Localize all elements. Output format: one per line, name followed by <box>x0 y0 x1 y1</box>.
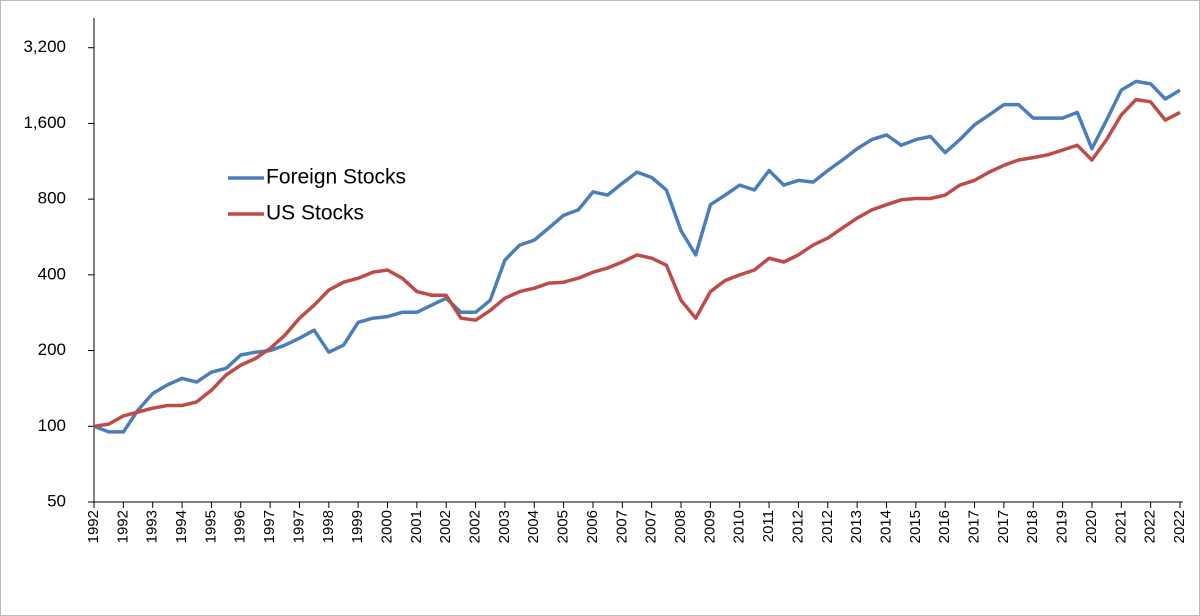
legend-label: Foreign Stocks <box>266 166 406 189</box>
x-tick-label: 2008 <box>672 510 689 543</box>
x-tick-label: 2019 <box>1054 510 1071 543</box>
x-tick-label: 1992 <box>85 510 102 543</box>
series-line <box>93 97 1181 429</box>
x-tick-label: 2006 <box>584 510 601 543</box>
x-tick-label: 2000 <box>378 510 395 543</box>
x-tick-label: 1994 <box>173 510 190 543</box>
y-tick-label: 200 <box>38 340 66 359</box>
x-tick-label: 2022 <box>1171 510 1188 543</box>
x-tick-label: 2003 <box>496 510 513 543</box>
x-tick-label: 2012 <box>789 510 806 543</box>
x-tick-label: 2011 <box>760 510 777 542</box>
y-tick-label: 100 <box>38 416 66 435</box>
x-tick-label: 2017 <box>966 510 983 543</box>
x-tick-label: 2013 <box>848 510 865 543</box>
y-tick-label: 800 <box>38 189 66 208</box>
x-tick-label: 2001 <box>408 510 425 543</box>
x-tick-label: 2007 <box>643 510 660 543</box>
x-tick-label: 2005 <box>555 510 572 543</box>
x-tick-label: 2010 <box>731 510 748 543</box>
x-tick-label: 2007 <box>613 510 630 543</box>
x-tick-label: 1996 <box>232 510 249 543</box>
x-tick-label: 2012 <box>819 510 836 543</box>
series-line <box>93 79 1181 434</box>
x-tick-label: 2017 <box>995 510 1012 543</box>
x-tick-label: 1993 <box>144 510 161 543</box>
x-tick-label: 2021 <box>1112 510 1129 543</box>
legend-label: US Stocks <box>266 202 364 225</box>
x-tick-label: 1995 <box>202 510 219 543</box>
x-tick-label: 2009 <box>701 510 718 543</box>
x-tick-label: 2002 <box>437 510 454 543</box>
x-tick-label: 2004 <box>525 510 542 543</box>
x-tick-label: 1999 <box>349 510 366 543</box>
x-tick-label: 2016 <box>936 510 953 543</box>
x-tick-label: 2014 <box>877 510 894 543</box>
y-tick-label: 50 <box>47 491 66 510</box>
x-tick-label: 1998 <box>320 510 337 543</box>
x-tick-label: 2015 <box>907 510 924 543</box>
y-tick-label: 1,600 <box>23 113 66 132</box>
y-tick-label: 400 <box>38 264 66 283</box>
x-tick-label: 1997 <box>290 510 307 543</box>
x-tick-label: 2002 <box>467 510 484 543</box>
x-tick-label: 2020 <box>1083 510 1100 543</box>
x-tick-label: 1992 <box>114 510 131 543</box>
y-tick-label: 3,200 <box>23 37 66 56</box>
x-tick-label: 1997 <box>261 510 278 543</box>
x-tick-label: 2018 <box>1024 510 1041 543</box>
x-tick-label: 2022 <box>1142 510 1159 543</box>
